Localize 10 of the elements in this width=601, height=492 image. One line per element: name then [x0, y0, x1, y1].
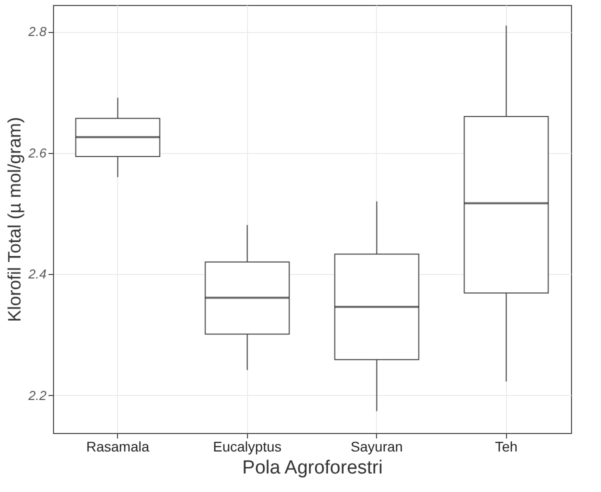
- x-axis-title: Pola Agroforestri: [242, 458, 383, 478]
- x-tick-label: Rasamala: [86, 438, 150, 454]
- y-tick-label: 2.2: [27, 388, 48, 403]
- y-tick-label: 2.8: [27, 24, 48, 40]
- y-axis-title: Klorofil Total (µ mol/gram): [4, 116, 24, 322]
- x-tick-label: Eucalyptus: [213, 438, 282, 454]
- y-tick-label: 2.4: [27, 266, 46, 282]
- x-tick-label: Sayuran: [350, 438, 403, 454]
- y-tick-label: 2.6: [27, 145, 48, 160]
- x-tick-label: Teh: [494, 438, 518, 454]
